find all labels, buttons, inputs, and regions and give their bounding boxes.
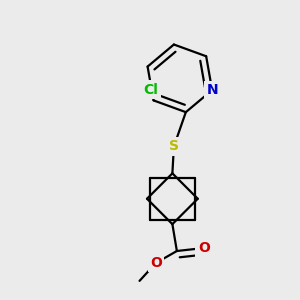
Text: N: N — [206, 83, 218, 97]
Text: Cl: Cl — [143, 83, 158, 97]
Text: O: O — [150, 256, 162, 270]
Text: S: S — [169, 140, 179, 154]
Text: O: O — [198, 241, 210, 255]
